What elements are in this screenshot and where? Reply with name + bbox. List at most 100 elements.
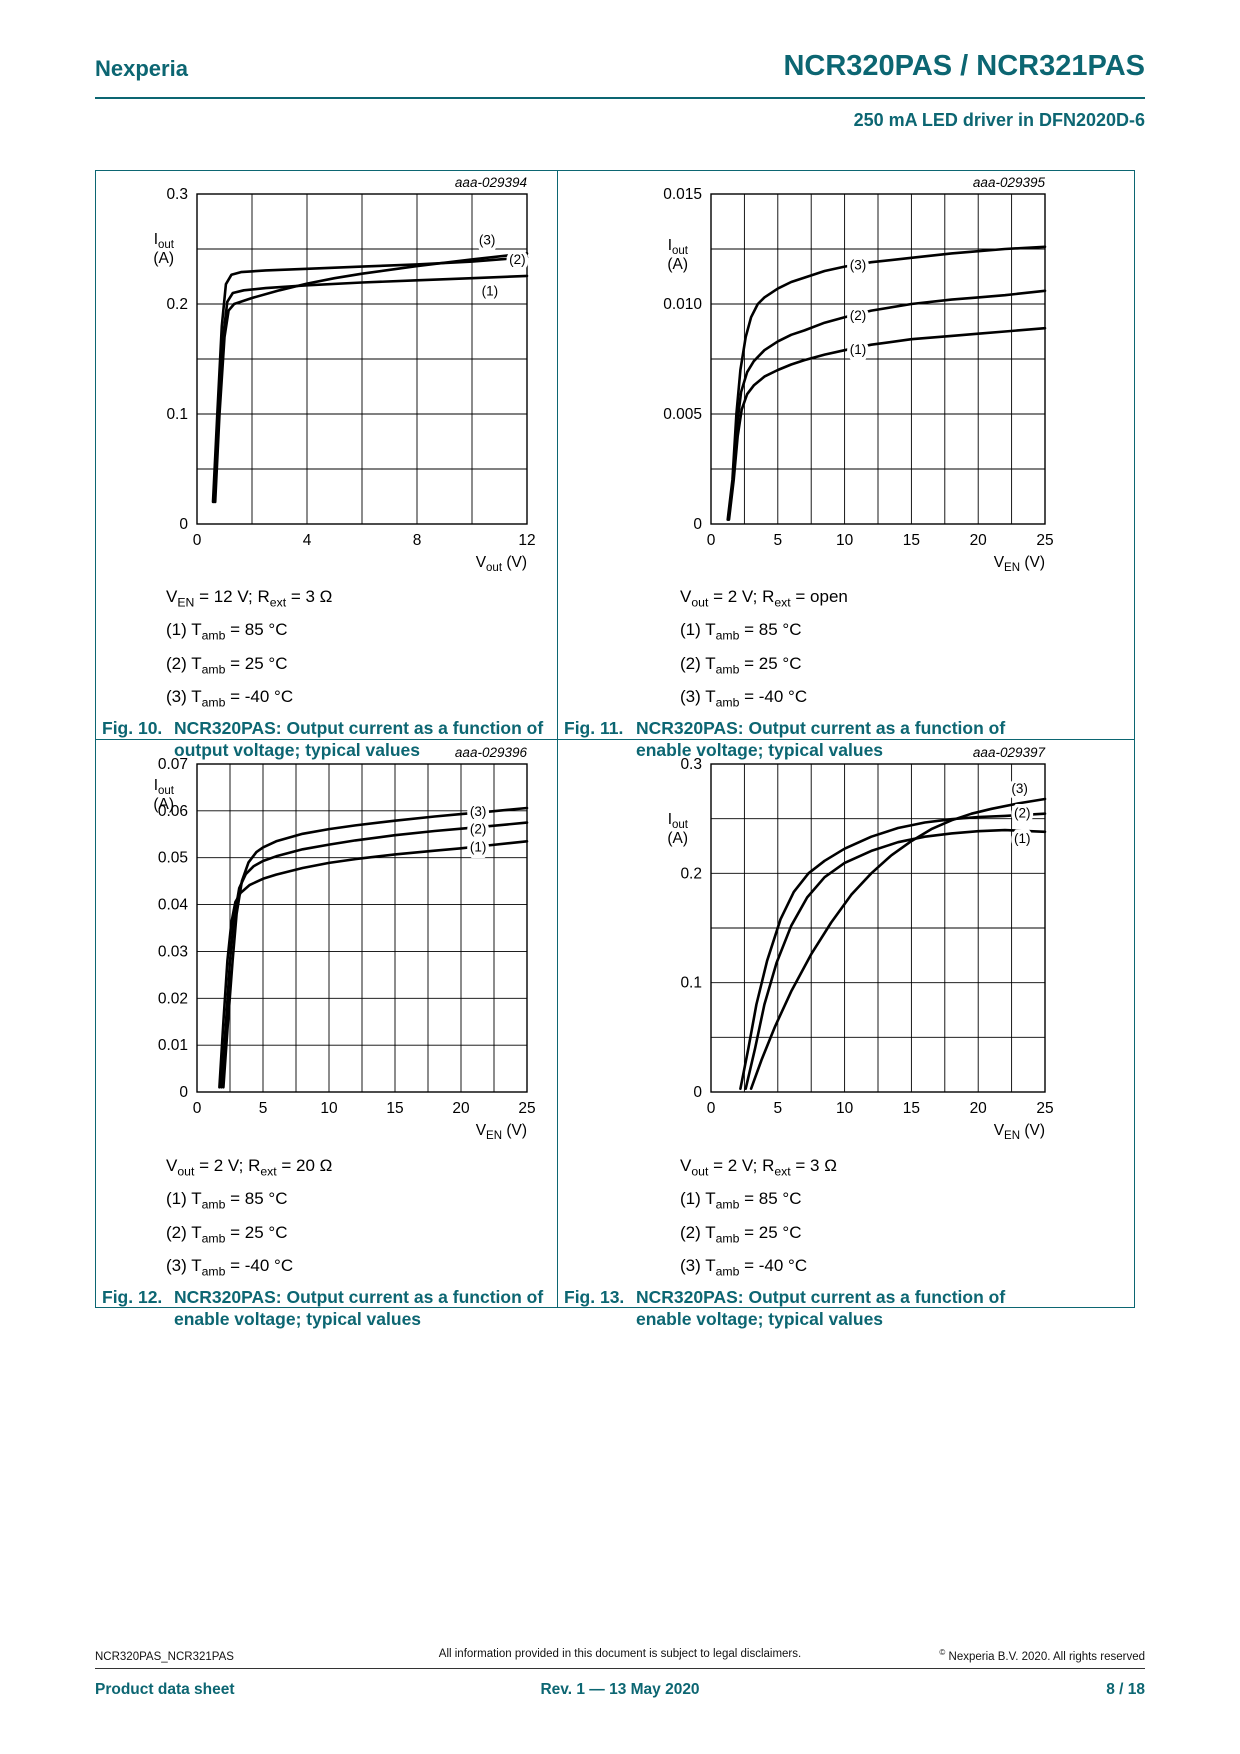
page-subtitle: 250 mA LED driver in DFN2020D-6 bbox=[853, 110, 1145, 130]
svg-text:0.05: 0.05 bbox=[158, 850, 188, 867]
figure-11-caption-line2: enable voltage; typical values bbox=[636, 740, 884, 761]
svg-text:(2): (2) bbox=[509, 252, 526, 267]
footer-copyright: © Nexperia B.V. 2020. All rights reserve… bbox=[939, 1648, 1145, 1663]
svg-text:0.3: 0.3 bbox=[680, 756, 702, 773]
svg-text:Iout: Iout bbox=[668, 811, 689, 831]
condition-line: (2) Tamb = 25 °C bbox=[166, 1222, 288, 1246]
svg-text:(3): (3) bbox=[1011, 781, 1028, 796]
svg-text:10: 10 bbox=[320, 1100, 338, 1117]
condition-line: (3) Tamb = -40 °C bbox=[166, 687, 294, 710]
svg-text:(2): (2) bbox=[850, 308, 867, 323]
svg-text:5: 5 bbox=[773, 1100, 782, 1117]
svg-text:0.02: 0.02 bbox=[158, 990, 188, 1007]
svg-text:10: 10 bbox=[836, 1100, 854, 1117]
condition-line: (1) Tamb = 85 °C bbox=[680, 620, 802, 643]
figure-12-caption-line2: enable voltage; typical values bbox=[174, 1309, 422, 1330]
svg-text:8: 8 bbox=[413, 532, 422, 549]
figure-11-caption-line1: NCR320PAS: Output current as a function … bbox=[636, 717, 1006, 738]
svg-text:0: 0 bbox=[179, 516, 188, 533]
svg-text:0.04: 0.04 bbox=[158, 897, 189, 914]
svg-text:(1): (1) bbox=[1014, 831, 1031, 846]
condition-line: (3) Tamb = -40 °C bbox=[680, 687, 808, 710]
svg-text:aaa-029394: aaa-029394 bbox=[455, 175, 527, 190]
svg-text:5: 5 bbox=[259, 1100, 268, 1117]
svg-text:12: 12 bbox=[518, 532, 535, 549]
figure-12-chart: (3) (2) (1) 0 0.01 0.02 0.03 0.04 0.05 0.06 0.07 0 5… bbox=[153, 745, 535, 1140]
figure-12-label: Fig. 12. bbox=[102, 1286, 163, 1307]
svg-text:0.3: 0.3 bbox=[166, 186, 188, 203]
svg-text:15: 15 bbox=[903, 532, 920, 549]
figure-13-caption-line2: enable voltage; typical values bbox=[636, 1309, 884, 1330]
condition-line: (2) Tamb = 25 °C bbox=[166, 653, 288, 677]
svg-text:0.2: 0.2 bbox=[166, 296, 188, 313]
figure-13-caption: Fig. 13. NCR320PAS: Output current as a … bbox=[558, 1286, 1134, 1342]
svg-text:0: 0 bbox=[707, 532, 716, 549]
figure-10-cell: (3) (2) (1) 0 0.1 0.2 0.3 0 4 8 12 Vout (V) Iout (A) a… bbox=[96, 171, 557, 760]
svg-text:0.1: 0.1 bbox=[166, 406, 188, 423]
condition-line: (1) Tamb = 85 °C bbox=[680, 1189, 802, 1212]
svg-text:(2): (2) bbox=[1014, 806, 1031, 821]
footer-doc-id: NCR320PAS_NCR321PAS bbox=[95, 1650, 234, 1663]
footer-revision: Rev. 1 — 13 May 2020 bbox=[540, 1681, 700, 1698]
svg-text:(1): (1) bbox=[850, 342, 867, 357]
svg-text:Iout: Iout bbox=[154, 777, 175, 797]
svg-text:aaa-029395: aaa-029395 bbox=[973, 175, 1046, 190]
condition-line: (2) Tamb = 25 °C bbox=[680, 653, 802, 677]
brand-logo: Nexperia bbox=[95, 56, 188, 81]
figure-10-label: Fig. 10. bbox=[102, 717, 163, 738]
svg-text:0: 0 bbox=[707, 1100, 716, 1117]
svg-text:5: 5 bbox=[773, 532, 782, 549]
svg-text:Iout: Iout bbox=[154, 231, 175, 251]
svg-text:(3): (3) bbox=[479, 233, 496, 248]
condition-line: Vout = 2 V; Rext = 3 Ω bbox=[680, 1156, 837, 1179]
svg-text:20: 20 bbox=[970, 1100, 988, 1117]
svg-text:(A): (A) bbox=[667, 256, 688, 273]
figure-13-conditions: Vout = 2 V; Rext = 3 Ω (1) Tamb = 85 °C (2… bbox=[680, 1152, 1134, 1286]
svg-text:20: 20 bbox=[970, 532, 988, 549]
svg-text:25: 25 bbox=[1036, 1100, 1053, 1117]
svg-text:(1): (1) bbox=[470, 839, 487, 854]
page-title: NCR320PAS / NCR321PAS bbox=[783, 50, 1145, 82]
condition-line: Vout = 2 V; Rext = open bbox=[680, 587, 848, 610]
svg-text:VEN (V): VEN (V) bbox=[994, 554, 1045, 571]
condition-line: (1) Tamb = 85 °C bbox=[166, 620, 288, 643]
footer-page-number: 8 / 18 bbox=[1106, 1681, 1145, 1698]
svg-text:4: 4 bbox=[303, 532, 312, 549]
svg-text:0.06: 0.06 bbox=[158, 803, 188, 820]
svg-text:(3): (3) bbox=[470, 804, 487, 819]
header-rule bbox=[95, 97, 1145, 99]
condition-line: (3) Tamb = -40 °C bbox=[680, 1256, 808, 1279]
figure-12-cell: (3) (2) (1) 0 0.01 0.02 0.03 0.04 0.05 0.06 0.07 0 5… bbox=[96, 739, 557, 1329]
svg-text:(A): (A) bbox=[153, 796, 174, 813]
figure-11-caption: Fig. 11. NCR320PAS: Output current as a … bbox=[558, 717, 1134, 773]
svg-text:15: 15 bbox=[903, 1100, 920, 1117]
figure-10-caption-line2: output voltage; typical values bbox=[174, 740, 421, 761]
svg-text:0: 0 bbox=[193, 532, 202, 549]
svg-text:VEN (V): VEN (V) bbox=[994, 1122, 1045, 1140]
figure-13-caption-line1: NCR320PAS: Output current as a function … bbox=[636, 1286, 1006, 1307]
svg-text:0.07: 0.07 bbox=[158, 756, 188, 773]
svg-text:0.2: 0.2 bbox=[680, 865, 702, 882]
svg-text:(A): (A) bbox=[153, 250, 174, 267]
svg-text:(1): (1) bbox=[482, 283, 499, 298]
svg-text:aaa-029397: aaa-029397 bbox=[973, 745, 1046, 760]
svg-text:0.1: 0.1 bbox=[680, 975, 702, 992]
figure-10-chart: (3) (2) (1) 0 0.1 0.2 0.3 0 4 8 12 Vout (V) Iout(A) a… bbox=[153, 175, 535, 571]
figure-10-caption: Fig. 10. NCR320PAS: Output current as a … bbox=[96, 717, 557, 773]
svg-text:(A): (A) bbox=[667, 830, 688, 847]
svg-text:10: 10 bbox=[836, 532, 854, 549]
svg-text:Iout: Iout bbox=[668, 237, 689, 257]
condition-line: (2) Tamb = 25 °C bbox=[680, 1222, 802, 1246]
figure-11-chart: (3) (2) (1) 0 0.005 0.010 0.015 0 5 10 15 20 25 VEN (… bbox=[663, 175, 1053, 571]
figure-grid: (3) (2) (1) 0 0.1 0.2 0.3 0 4 8 12 Vout (V) Iout (A) a… bbox=[95, 170, 1135, 1329]
figure-12-caption-line1: NCR320PAS: Output current as a function … bbox=[174, 1286, 544, 1307]
figure-12-caption: Fig. 12. NCR320PAS: Output current as a … bbox=[96, 1286, 557, 1342]
svg-text:0.01: 0.01 bbox=[158, 1037, 188, 1054]
svg-text:(3): (3) bbox=[850, 257, 867, 272]
svg-text:0.005: 0.005 bbox=[663, 406, 702, 423]
figure-13-cell: (3) (2) (1) 0 0.1 0.2 0.3 0 5 10 15 20 25 VEN (V) Iout… bbox=[557, 739, 1134, 1329]
figure-11-label: Fig. 11. bbox=[564, 717, 624, 738]
condition-line: (3) Tamb = -40 °C bbox=[166, 1256, 294, 1279]
svg-text:20: 20 bbox=[452, 1100, 470, 1117]
